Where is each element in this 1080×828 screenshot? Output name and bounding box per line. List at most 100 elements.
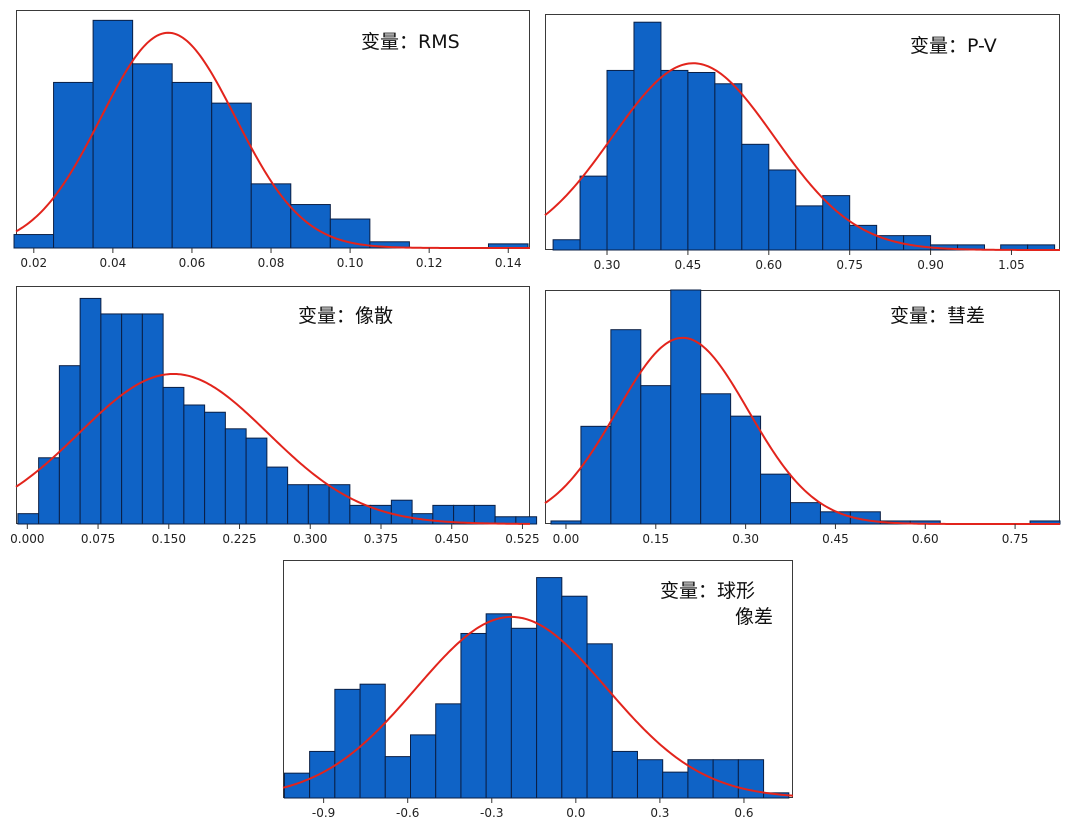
normal-curve bbox=[282, 615, 794, 797]
normal-curve bbox=[544, 336, 1060, 525]
x-tick-label: 0.15 bbox=[642, 532, 669, 546]
histogram-bar bbox=[561, 595, 588, 799]
histogram-bar bbox=[349, 504, 372, 525]
histogram-bar bbox=[266, 466, 289, 525]
histogram-bar bbox=[687, 71, 716, 251]
x-tick-label: 0.04 bbox=[100, 256, 127, 270]
histogram-bar bbox=[183, 404, 206, 525]
histogram-bar bbox=[224, 428, 247, 525]
normal-curve bbox=[544, 62, 1060, 251]
histogram-bar bbox=[58, 365, 81, 525]
histogram-bar bbox=[171, 81, 213, 249]
x-tick-label: 0.75 bbox=[836, 258, 863, 272]
histogram-bar bbox=[485, 613, 512, 799]
x-tick-label: 0.30 bbox=[594, 258, 621, 272]
variable-label: 变量：RMS bbox=[361, 31, 460, 53]
histogram-bar bbox=[687, 759, 714, 799]
x-tick-label: 0.6 bbox=[734, 806, 753, 820]
x-tick-label: 0.90 bbox=[917, 258, 944, 272]
histogram-bar bbox=[611, 750, 638, 799]
x-tick-label: -0.9 bbox=[312, 806, 335, 820]
histogram-bar bbox=[660, 69, 689, 251]
histogram-bar bbox=[536, 577, 563, 799]
x-tick-label: 0.60 bbox=[755, 258, 782, 272]
histogram-bar bbox=[670, 289, 702, 525]
histogram-bar bbox=[730, 415, 762, 525]
x-tick-label: 0.150 bbox=[152, 532, 186, 546]
x-tick-label: 1.05 bbox=[998, 258, 1025, 272]
chart-svg-pv: 0.30 0.45 0.60 0.75 0.90 1.05 变量：P-V bbox=[544, 14, 1060, 272]
histogram-bar bbox=[453, 504, 475, 525]
histogram-bar bbox=[700, 393, 732, 525]
x-tick-label: 0.225 bbox=[222, 532, 256, 546]
histogram-bar bbox=[714, 83, 743, 251]
histogram-bar bbox=[822, 195, 851, 251]
normal-curve bbox=[15, 31, 530, 249]
histogram-bar bbox=[760, 473, 792, 525]
variable-label: 变量：P-V bbox=[910, 35, 997, 57]
x-tick-label: 0.06 bbox=[179, 256, 206, 270]
histogram-bar bbox=[17, 513, 40, 525]
histogram-bar bbox=[460, 632, 487, 799]
histogram-bar bbox=[662, 771, 689, 799]
histogram-bar bbox=[100, 313, 123, 525]
histogram-bar bbox=[309, 750, 336, 799]
histogram-bar bbox=[741, 143, 770, 251]
histogram-bar bbox=[552, 239, 581, 251]
histogram-bar bbox=[819, 511, 851, 525]
x-tick-label: 0.00 bbox=[553, 532, 580, 546]
normal-curve bbox=[15, 372, 531, 525]
x-tick-label: 0.60 bbox=[912, 532, 939, 546]
x-tick-label: 0.45 bbox=[675, 258, 702, 272]
histogram-bar bbox=[334, 688, 361, 799]
x-tick-label: 0.375 bbox=[364, 532, 398, 546]
variable-label: 变量：像散 bbox=[298, 305, 393, 327]
histogram-bar bbox=[92, 19, 134, 249]
histogram-bar bbox=[245, 437, 268, 525]
histogram-bar bbox=[329, 218, 371, 249]
histogram-bar bbox=[768, 169, 797, 251]
histogram-bar bbox=[390, 499, 413, 525]
histogram-bar bbox=[606, 69, 635, 251]
histogram-bar bbox=[204, 411, 226, 525]
histogram-spherical-aberration: -0.9 -0.6 -0.3 0.0 0.3 0.6 变量：球形 像差 bbox=[282, 560, 794, 822]
x-tick-label: 0.75 bbox=[1002, 532, 1029, 546]
histogram-bar bbox=[610, 329, 642, 525]
histogram-bar bbox=[633, 21, 662, 251]
chart-svg-coma: 0.00 0.15 0.30 0.45 0.60 0.75 变量：彗差 bbox=[544, 289, 1061, 546]
histogram-bar bbox=[79, 297, 102, 525]
histogram-bar bbox=[13, 234, 55, 249]
x-tick-label: 0.0 bbox=[566, 806, 585, 820]
histogram-bar bbox=[121, 313, 143, 525]
x-tick-label: 0.075 bbox=[81, 532, 115, 546]
x-tick-label: 0.300 bbox=[293, 532, 327, 546]
x-tick-label: 0.525 bbox=[505, 532, 539, 546]
histogram-bar bbox=[162, 386, 185, 525]
histogram-bar bbox=[384, 756, 411, 799]
x-tick-label: 0.450 bbox=[435, 532, 469, 546]
x-tick-label: -0.6 bbox=[396, 806, 419, 820]
histogram-bar bbox=[712, 759, 739, 799]
x-tick-label: 0.000 bbox=[10, 532, 44, 546]
variable-label: 变量：彗差 bbox=[890, 305, 985, 327]
histogram-rms: 0.02 0.04 0.06 0.08 0.10 0.12 0.14 变量：RMS bbox=[13, 10, 530, 280]
variable-label: 变量：球形 bbox=[660, 580, 755, 602]
histogram-bar bbox=[141, 313, 164, 525]
histogram-bar bbox=[53, 81, 94, 249]
histogram-bar bbox=[586, 643, 613, 799]
histogram-coma: 0.00 0.15 0.30 0.45 0.60 0.75 变量：彗差 bbox=[544, 289, 1061, 548]
x-tick-label: 0.45 bbox=[822, 532, 849, 546]
histogram-bar bbox=[640, 385, 672, 525]
histogram-bar bbox=[328, 484, 351, 525]
x-tick-label: 0.02 bbox=[20, 256, 47, 270]
histogram-bar bbox=[473, 504, 496, 525]
histogram-bar bbox=[410, 734, 437, 799]
histogram-bar bbox=[636, 759, 664, 799]
histogram-bar bbox=[132, 63, 173, 249]
x-tick-label: 0.12 bbox=[416, 256, 443, 270]
x-tick-label: 0.14 bbox=[495, 256, 522, 270]
histogram-bar bbox=[307, 484, 330, 525]
x-tick-label: 0.10 bbox=[337, 256, 364, 270]
histogram-pv: 0.30 0.45 0.60 0.75 0.90 1.05 变量：P-V bbox=[544, 14, 1060, 282]
histogram-bar bbox=[580, 425, 612, 525]
